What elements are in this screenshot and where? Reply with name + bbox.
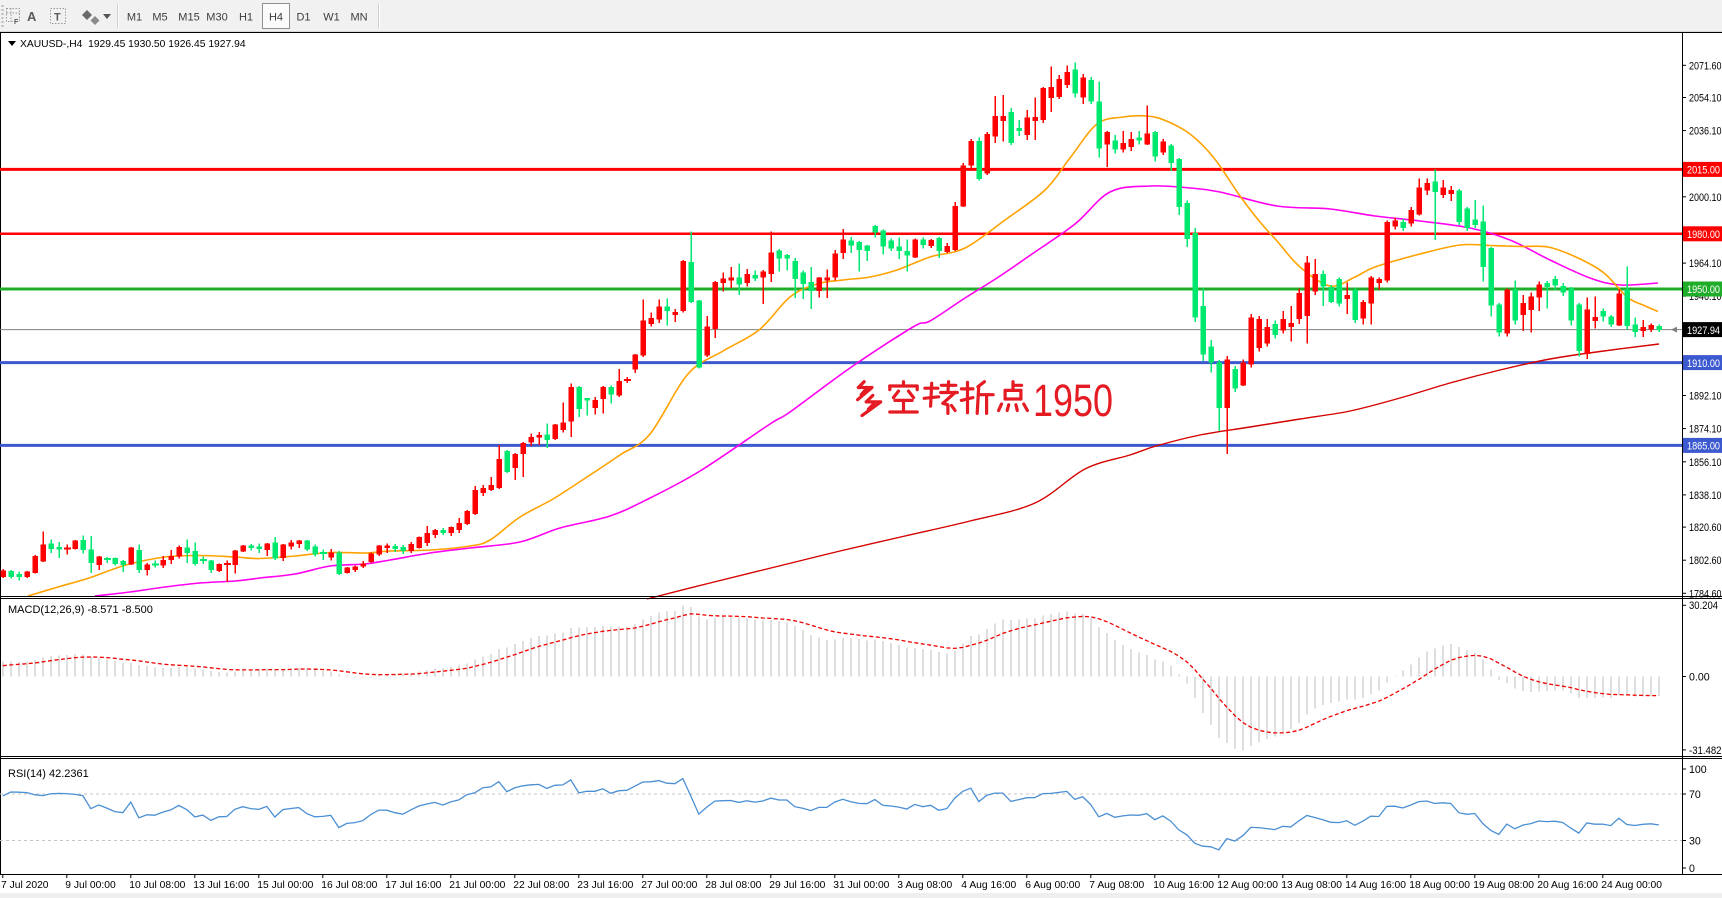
svg-text:XAUUSD-,H4 1929.45 1930.50 19: XAUUSD-,H4 1929.45 1930.50 1926.45 1927.… [20, 39, 246, 50]
svg-text:17 Jul 16:00: 17 Jul 16:00 [385, 880, 441, 891]
svg-text:F: F [14, 19, 19, 26]
svg-text:3 Aug 08:00: 3 Aug 08:00 [897, 880, 952, 891]
svg-text:M5: M5 [152, 12, 167, 24]
svg-text:0.00: 0.00 [1689, 672, 1710, 684]
svg-text:1950.00: 1950.00 [1687, 284, 1720, 296]
svg-text:1927.94: 1927.94 [1687, 325, 1720, 337]
svg-text:M15: M15 [178, 12, 199, 24]
svg-text:13 Aug 08:00: 13 Aug 08:00 [1281, 880, 1342, 891]
svg-text:W1: W1 [323, 12, 340, 24]
svg-text:1910.00: 1910.00 [1687, 358, 1720, 370]
svg-text:23 Jul 16:00: 23 Jul 16:00 [577, 880, 633, 891]
svg-text:M1: M1 [127, 12, 142, 24]
svg-text:1865.00: 1865.00 [1687, 441, 1720, 453]
svg-text:MN: MN [350, 12, 367, 24]
svg-text:2071.60: 2071.60 [1689, 60, 1722, 72]
svg-text:30.204: 30.204 [1689, 600, 1718, 612]
svg-text:7 Aug 08:00: 7 Aug 08:00 [1089, 880, 1144, 891]
svg-text:A: A [27, 9, 37, 24]
svg-text:100: 100 [1689, 764, 1707, 776]
svg-text:18 Aug 00:00: 18 Aug 00:00 [1409, 880, 1470, 891]
svg-text:9 Jul 00:00: 9 Jul 00:00 [65, 880, 116, 891]
svg-text:1874.10: 1874.10 [1689, 424, 1722, 436]
svg-text:1950: 1950 [1033, 375, 1113, 426]
svg-text:15 Jul 00:00: 15 Jul 00:00 [257, 880, 313, 891]
svg-text:13 Jul 16:00: 13 Jul 16:00 [193, 880, 249, 891]
svg-text:0: 0 [1689, 863, 1695, 875]
svg-text:31 Jul 00:00: 31 Jul 00:00 [833, 880, 889, 891]
svg-text:1892.10: 1892.10 [1689, 391, 1722, 403]
svg-text:1820.60: 1820.60 [1689, 522, 1722, 534]
svg-text:22 Jul 08:00: 22 Jul 08:00 [513, 880, 569, 891]
svg-text:10 Jul 08:00: 10 Jul 08:00 [129, 880, 185, 891]
svg-text:10 Aug 16:00: 10 Aug 16:00 [1153, 880, 1214, 891]
svg-text:21 Jul 00:00: 21 Jul 00:00 [449, 880, 505, 891]
svg-text:-31.482: -31.482 [1689, 745, 1722, 757]
svg-text:16 Jul 08:00: 16 Jul 08:00 [321, 880, 377, 891]
svg-text:1964.10: 1964.10 [1689, 258, 1722, 270]
svg-text:12 Aug 00:00: 12 Aug 00:00 [1217, 880, 1278, 891]
svg-text:2000.10: 2000.10 [1689, 192, 1722, 204]
svg-text:27 Jul 00:00: 27 Jul 00:00 [641, 880, 697, 891]
svg-text:6 Aug 00:00: 6 Aug 00:00 [1025, 880, 1080, 891]
svg-text:4 Aug 16:00: 4 Aug 16:00 [961, 880, 1016, 891]
svg-text:MACD(12,26,9) -8.571 -8.500: MACD(12,26,9) -8.571 -8.500 [8, 604, 153, 616]
svg-text:19 Aug 08:00: 19 Aug 08:00 [1473, 880, 1534, 891]
svg-text:1802.60: 1802.60 [1689, 555, 1722, 567]
svg-text:7 Jul 2020: 7 Jul 2020 [1, 880, 49, 891]
svg-text:H4: H4 [269, 12, 283, 24]
svg-text:M30: M30 [206, 12, 227, 24]
svg-text:T: T [54, 12, 61, 24]
svg-text:2054.10: 2054.10 [1689, 93, 1722, 105]
svg-text:29 Jul 16:00: 29 Jul 16:00 [769, 880, 825, 891]
svg-text:20 Aug 16:00: 20 Aug 16:00 [1537, 880, 1598, 891]
svg-text:70: 70 [1689, 789, 1701, 801]
svg-text:24 Aug 00:00: 24 Aug 00:00 [1601, 880, 1662, 891]
svg-text:2015.00: 2015.00 [1687, 165, 1720, 177]
svg-text:28 Jul 08:00: 28 Jul 08:00 [705, 880, 761, 891]
svg-text:H1: H1 [239, 12, 253, 24]
svg-text:RSI(14) 42.2361: RSI(14) 42.2361 [8, 768, 89, 780]
svg-text:D1: D1 [296, 12, 310, 24]
svg-text:1980.00: 1980.00 [1687, 229, 1720, 241]
svg-text:1784.60: 1784.60 [1689, 588, 1722, 600]
svg-text:1838.10: 1838.10 [1689, 490, 1722, 502]
svg-text:1856.10: 1856.10 [1689, 457, 1722, 469]
svg-text:2036.10: 2036.10 [1689, 126, 1722, 138]
svg-text:30: 30 [1689, 836, 1701, 848]
svg-text:14 Aug 16:00: 14 Aug 16:00 [1345, 880, 1406, 891]
